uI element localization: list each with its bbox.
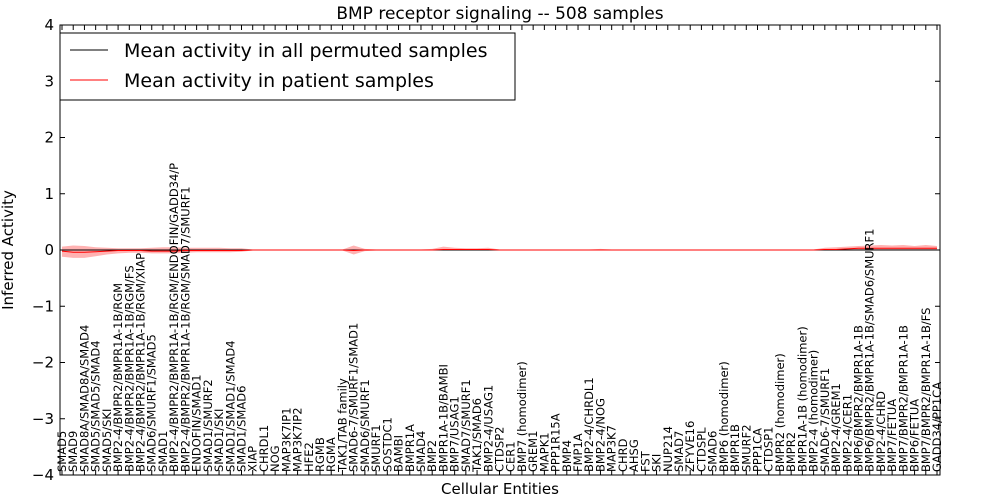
y-tick-label: −1 (32, 297, 54, 315)
x-category-label: BMPR1A-1B/BAMBI (436, 364, 450, 472)
x-axis-label: Cellular Entities (441, 480, 559, 498)
x-category-label: SMAD9 (66, 431, 80, 472)
x-category-label: FMP1A (571, 433, 585, 472)
x-category-label: SMAD5 (55, 431, 69, 472)
x-category-label: BMP6 (homodimer) (717, 361, 731, 472)
x-category-label: BMP2-4 (homodimer) (807, 350, 821, 472)
x-category-label: BMP6/FETUA (908, 399, 922, 472)
y-tick-label: 4 (44, 16, 54, 34)
legend-label-permuted: Mean activity in all permuted samples (124, 40, 487, 62)
x-category-label: BMP2-4/BMPR2/BMPR1A-1B/RGM/ENDOFIN/GADD3… (167, 163, 181, 472)
x-category-label: PPP1R15A (549, 413, 563, 472)
x-category-label: SMAD6/SMURF1/SMAD5 (145, 334, 159, 472)
x-category-label: SMAD4 (414, 431, 428, 472)
x-category-label: BMP2-4/BMPR2/BMPR1A-1B/RGM/XIAP (134, 253, 148, 472)
x-category-label: TAK1/SMAD6 (470, 398, 484, 473)
x-category-label: BMP6/BMPR2/BMPR1A-1B (851, 325, 865, 472)
x-category-label: SMAD1 (156, 431, 170, 472)
x-category-label: SMAD1/SKI (212, 409, 226, 472)
x-category-label: CTDSP1 (762, 427, 776, 472)
x-category-label: SMAD6/SMURF1 (358, 379, 372, 472)
x-category-label: MAP3K7IP2 (291, 407, 305, 472)
x-category-label: PPP1CA (751, 428, 765, 472)
legend-box (59, 32, 516, 101)
x-category-label: FST (638, 450, 652, 472)
x-category-label: SMAD7/SMURF1 (459, 379, 473, 472)
x-category-label: BMP7 (homodimer) (515, 361, 529, 472)
y-tick-label: 2 (44, 129, 54, 147)
x-category-label: BMP2-4/GREM1 (829, 383, 843, 472)
chart-title: BMP receptor signaling -- 508 samples (336, 4, 663, 24)
x-category-label: BMPR2 (homodimer) (773, 353, 787, 472)
y-tick-label: 0 (44, 241, 54, 259)
x-category-label: SMAD1/SMAD1/SMAD4 (223, 340, 237, 472)
x-category-label: BMPR1B (728, 424, 742, 472)
x-category-label: SMAD1/SMAD6 (234, 386, 248, 472)
x-category-label: RGMB (313, 437, 327, 472)
x-category-label: SMAD5/SMAD5/SMAD4 (89, 340, 103, 472)
x-category-label: SMURF2 (739, 424, 753, 472)
legend: Mean activity in all permuted samples Me… (59, 32, 516, 101)
x-category-label: BMPR1A-1B (homodimer) (795, 326, 809, 472)
x-category-label: CTDSP2 (493, 427, 507, 472)
x-category-label: SKI (650, 454, 664, 472)
x-category-label: AHSG (627, 439, 641, 472)
x-category-label: BMP7/USAG1 (448, 396, 462, 472)
x-category-label: BMP2-4/NOG (593, 398, 607, 472)
y-tick-label: 3 (44, 72, 54, 90)
x-category-label: SMURF1 (369, 424, 383, 472)
x-category-label: BMP2-4/BMPR2/BMPR1A-1B/RGM/FS (122, 265, 136, 472)
y-tick-label: −3 (32, 410, 54, 428)
x-category-label: SMAD6 (706, 431, 720, 472)
x-category-label: BMP2-4/BMPR2/BMPR1A-1B/RGM (111, 283, 125, 472)
x-category-label: GADD34/PP1CA (930, 382, 944, 472)
y-tick-label: 1 (44, 185, 54, 203)
x-category-label: BMP2-4/CER1 (840, 394, 854, 472)
x-category-label: BMP7/BMPR2/BMPR1A-1B (896, 325, 910, 472)
x-category-label: BMP6/BMPR2/BMPR1A-1B/SMAD6/SMURF1 (863, 229, 877, 472)
x-category-label: XIAP (246, 446, 260, 472)
patient-activity-band (62, 244, 937, 258)
x-category-label: SMAD7 (672, 431, 686, 472)
x-category-label: MAP3K7 (605, 425, 619, 472)
x-category-label: SMAD6-7/SMURF1/SMAD1 (347, 323, 361, 472)
x-category-label: NUP214 (661, 426, 675, 472)
x-category-label: MAP3K7IP1 (279, 407, 293, 472)
x-category-label: RGMA (324, 437, 338, 472)
x-category-label: CER1 (504, 441, 518, 472)
x-category-label: SMAD6-7/SMURF1 (818, 368, 832, 472)
x-category-label: BMP7/FETUA (885, 399, 899, 472)
x-category-label: BAMBI (392, 435, 406, 472)
x-category-label: ENDOFIN/SMAD1 (190, 374, 204, 472)
x-category-label: CTDSPL (694, 427, 708, 472)
x-category-label: NOG (268, 445, 282, 472)
x-category-label: BMP4 (560, 440, 574, 472)
y-tick-label: −2 (32, 354, 54, 372)
x-category-label: SMAD8A/SMAD8A/SMAD4 (77, 325, 91, 472)
x-category-label: CHRDL1 (257, 425, 271, 472)
x-category-label: BMP2-4/BMPR2/BMPR1A-1B/RGM/SMAD7/SMURF1 (178, 186, 192, 472)
x-category-label: BMP2-4/USAG1 (481, 385, 495, 472)
x-category-label: SMAD1/SMURF2 (201, 379, 215, 472)
x-category-label: HFE2 (302, 442, 316, 472)
x-category-label: SOSTDC1 (380, 417, 394, 472)
x-category-label: GREM1 (526, 431, 540, 472)
x-category-label: BMP2-4/CHRD (874, 391, 888, 472)
x-category-label: SMAD5/SKI (100, 409, 114, 472)
y-tick-label: −4 (32, 466, 54, 484)
x-category-label: BMPR1A (403, 424, 417, 472)
x-category-label: ZFYVE16 (683, 421, 697, 472)
patient-mean-line (61, 247, 937, 253)
x-category-label: MAPK1 (537, 432, 551, 472)
x-category-label: TAK1/TAB family (335, 378, 349, 473)
legend-label-patient: Mean activity in patient samples (124, 70, 434, 92)
y-axis-label: Inferred Activity (0, 190, 17, 310)
x-category-label: BMP7/BMPR2/BMPR1A-1B/FS (919, 308, 933, 472)
x-category-label: BMP2-4/CHRDL1 (582, 377, 596, 472)
x-category-label: BMP2 (425, 440, 439, 472)
x-category-label: BMPR2 (784, 432, 798, 472)
x-category-label: CHRD (616, 438, 630, 472)
